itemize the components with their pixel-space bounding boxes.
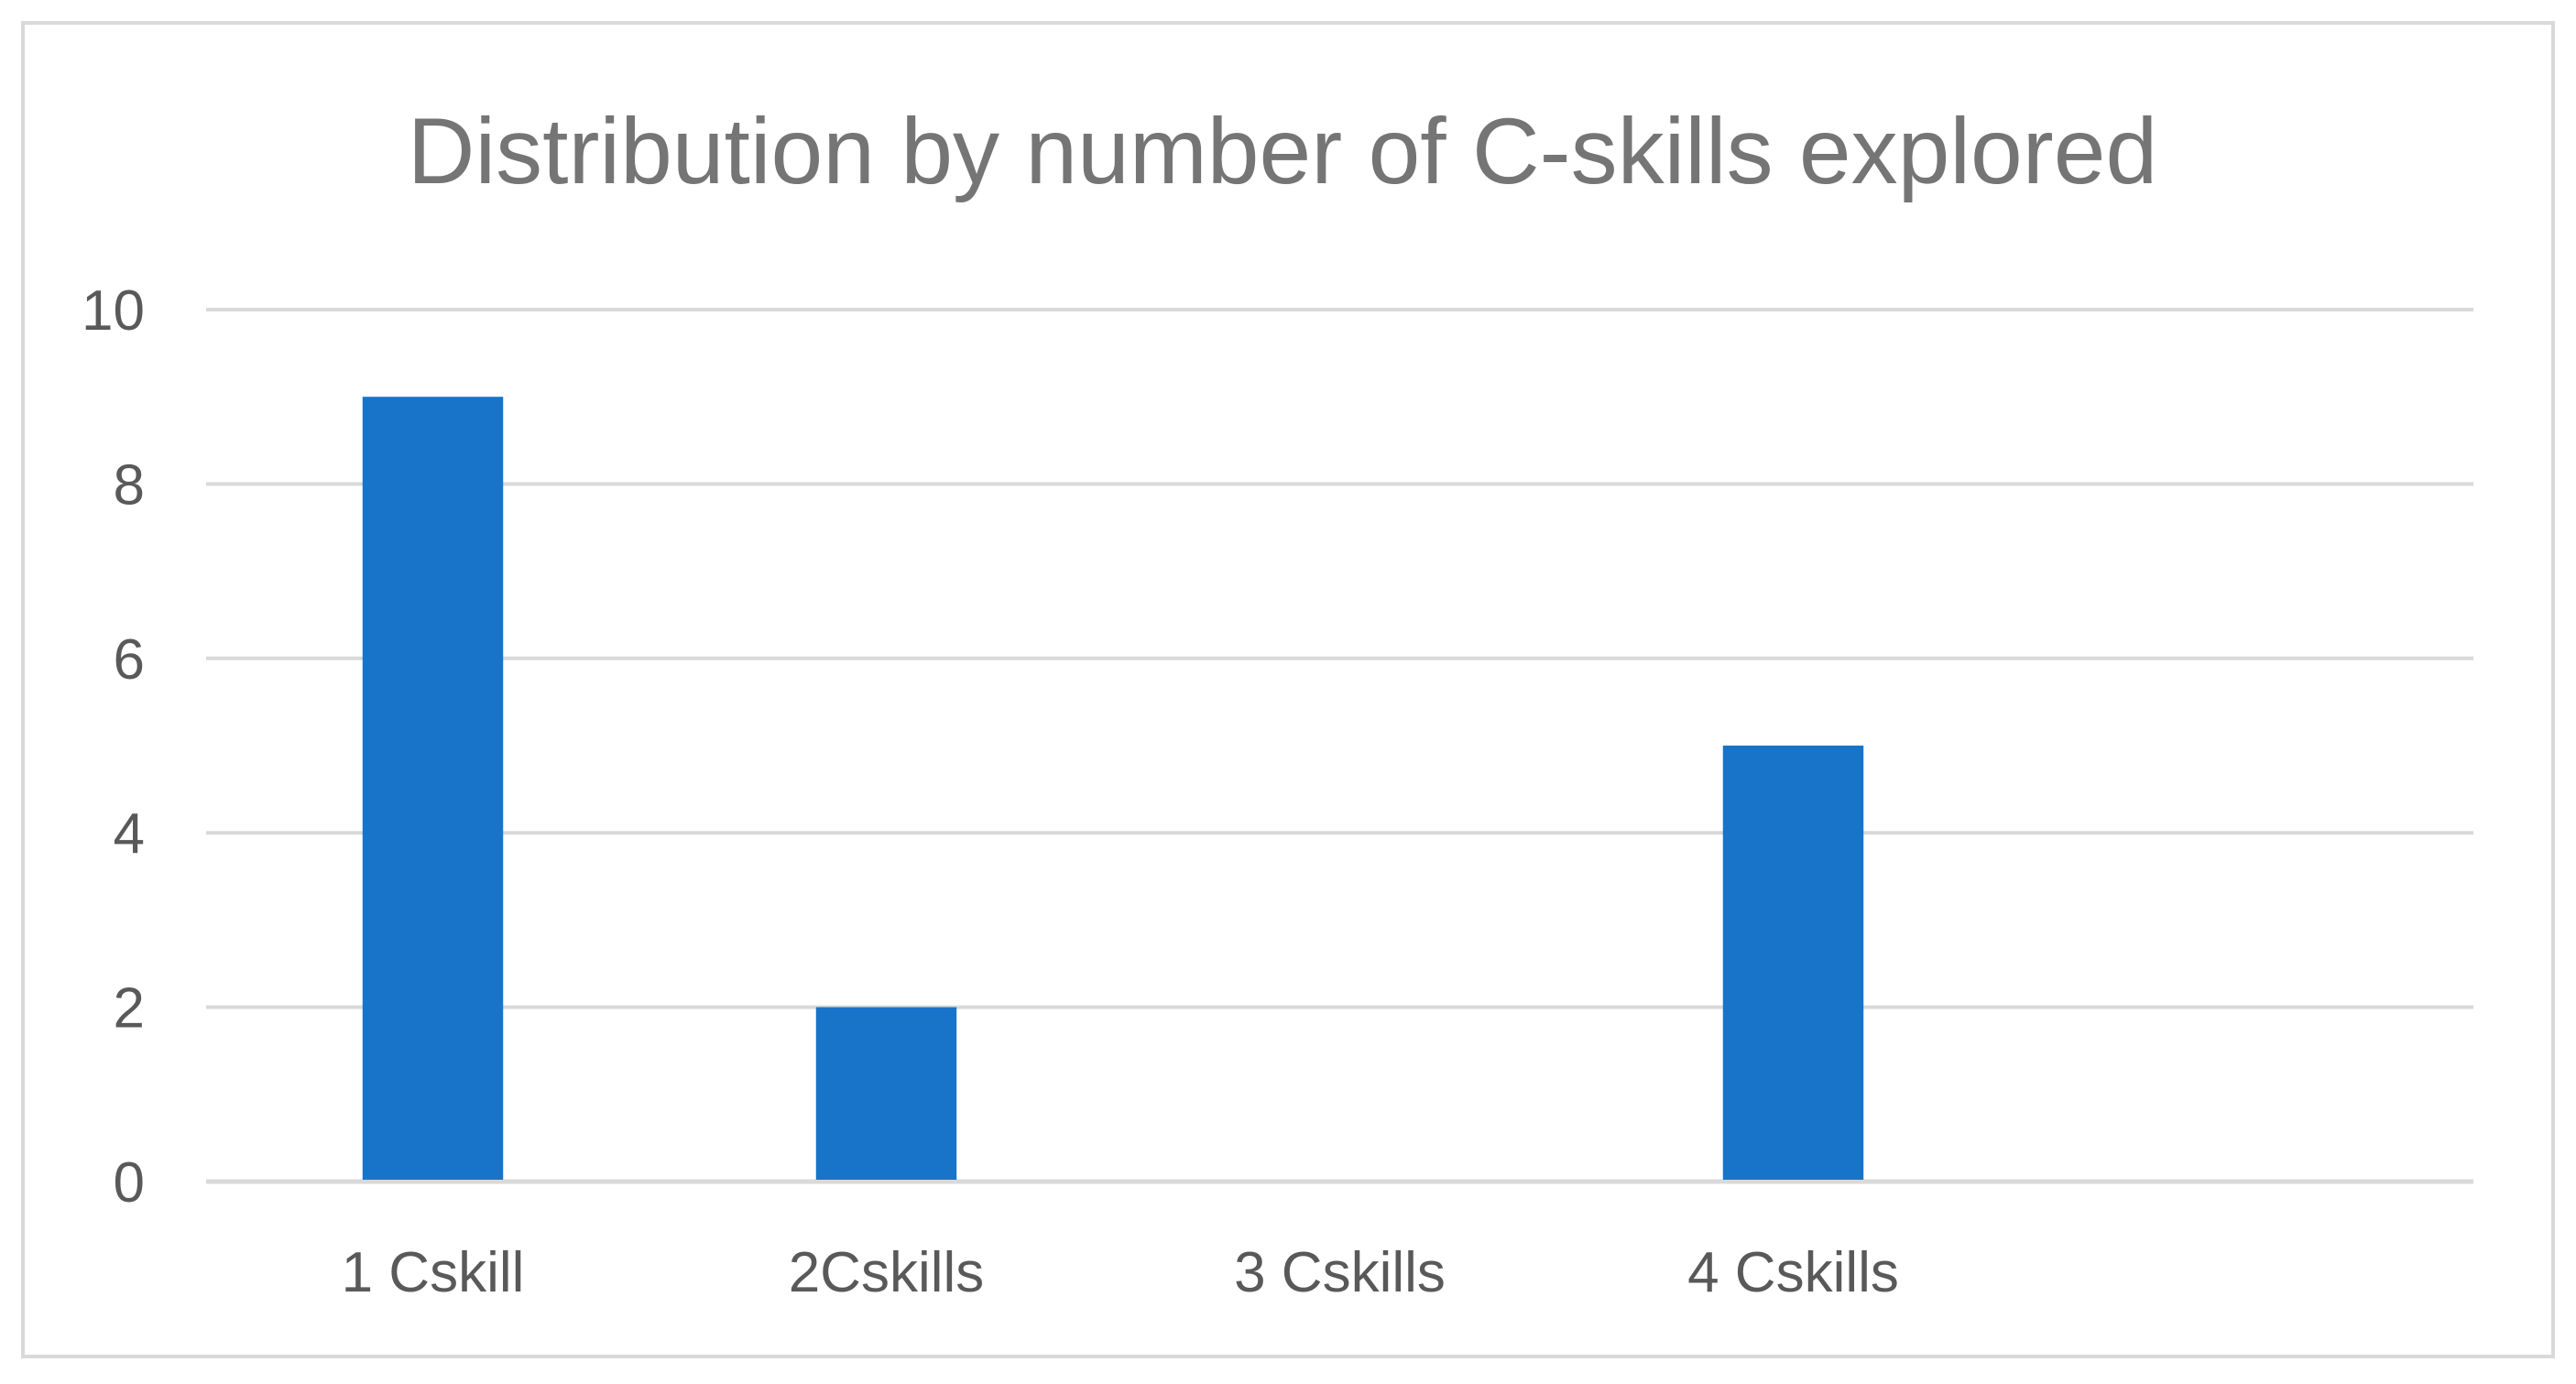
x-tick-label: 4 Cskills bbox=[1687, 1241, 1899, 1304]
chart-title: Distribution by number of C-skills explo… bbox=[408, 99, 2157, 203]
x-axis-tick-labels: 1 Cskill 2Cskills 3 Cskills 4 Cskills bbox=[342, 1241, 1899, 1304]
x-tick-label: 1 Cskill bbox=[342, 1241, 525, 1304]
y-tick-label: 10 bbox=[82, 279, 145, 343]
bar-1 bbox=[362, 397, 504, 1180]
bar-2 bbox=[815, 1007, 957, 1180]
bars bbox=[362, 397, 1864, 1180]
y-axis-tick-labels: 0 2 4 6 8 10 bbox=[82, 279, 145, 1215]
x-tick-label: 3 Cskills bbox=[1234, 1241, 1446, 1304]
gridlines bbox=[206, 308, 2473, 1184]
y-tick-label: 0 bbox=[114, 1151, 145, 1215]
x-tick-label: 2Cskills bbox=[789, 1241, 985, 1304]
bar-4 bbox=[1722, 746, 1864, 1180]
y-tick-label: 6 bbox=[114, 628, 145, 692]
y-tick-label: 8 bbox=[114, 453, 145, 517]
y-tick-label: 2 bbox=[114, 977, 145, 1041]
y-tick-label: 4 bbox=[114, 802, 145, 866]
